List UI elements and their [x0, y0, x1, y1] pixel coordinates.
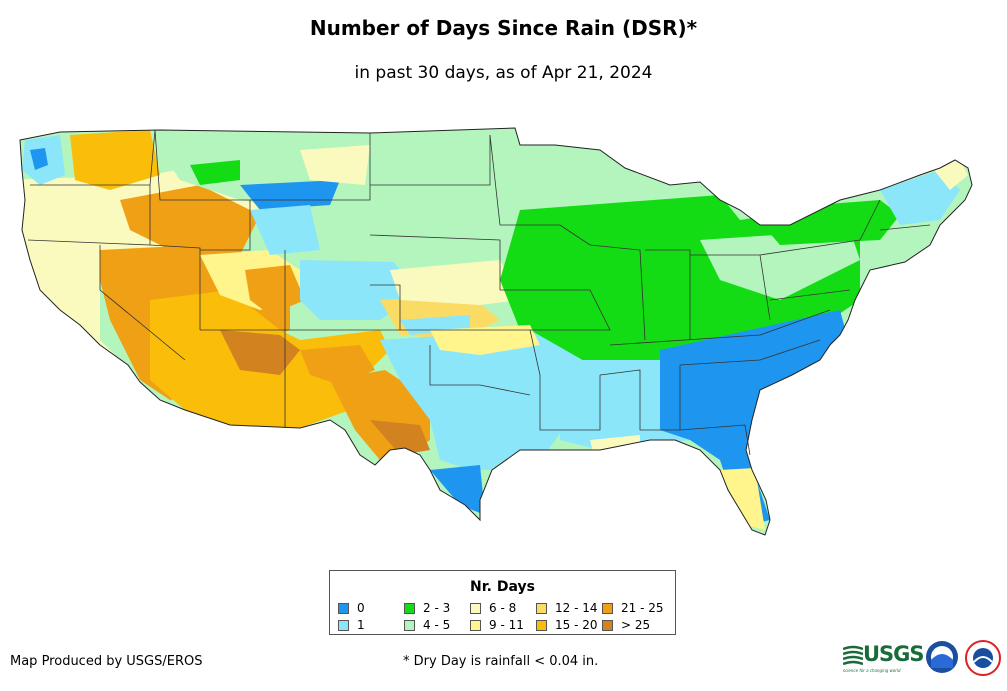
legend-label: 2 - 3: [423, 601, 451, 615]
legend-swatch: [602, 620, 613, 631]
map-title: Number of Days Since Rain (DSR)*: [309, 16, 698, 40]
legend-item: 15 - 20: [536, 618, 598, 632]
legend-label: > 25: [621, 618, 651, 632]
legend-item: 2 - 3: [404, 601, 450, 615]
legend-label: 1: [357, 618, 365, 632]
region-1-texas: [380, 330, 600, 470]
legend-label: 4 - 5: [423, 618, 451, 632]
legend-item: 4 - 5: [404, 618, 450, 632]
state-boundaries: [27, 129, 931, 456]
mn-border: [489, 134, 591, 246]
region-over-25-texas: [370, 420, 430, 455]
region-9-11-oklahoma: [430, 325, 540, 355]
legend-swatch: [404, 603, 415, 614]
legend-label: 12 - 14: [555, 601, 598, 615]
mt-wy-border: [250, 133, 371, 201]
region-0-montana: [240, 180, 340, 210]
region-6-8-montana: [300, 145, 370, 185]
usgs-stripes-icon: [843, 645, 863, 665]
sd-ne-border: [369, 234, 501, 290]
legend-swatch: [338, 620, 349, 631]
ar-la-border: [529, 329, 601, 431]
noaa-logo-icon: [926, 641, 958, 673]
us-outline: [19, 127, 973, 536]
legend-item: 9 - 11: [470, 618, 524, 632]
credit-text: Map Produced by USGS/EROS: [10, 654, 203, 669]
region-1-wyoming: [250, 205, 320, 255]
tx-ok-border: [429, 345, 531, 396]
legend-title: Nr. Days: [470, 579, 535, 595]
region-over-25-arizona: [220, 330, 300, 375]
ca-nv-border: [99, 245, 186, 361]
nws-logo-icon: [965, 640, 1001, 676]
ne-ks-ok-border: [370, 284, 530, 331]
map-legend: Nr. Days 0 1 2 - 3 4 - 5 6 - 8 9 - 11 12 - 14 1…: [329, 570, 676, 635]
legend-swatch: [470, 620, 481, 631]
legend-item: 6 - 8: [470, 601, 516, 615]
agency-logos: USGS science for a changing world: [843, 640, 1003, 680]
legend-swatch: [338, 603, 349, 614]
region-0-washington: [30, 148, 48, 170]
region-1-south: [560, 360, 690, 450]
legend-label: 6 - 8: [489, 601, 517, 615]
usgs-logo: USGS science for a changing world: [843, 642, 925, 673]
region-21-25-colorado: [245, 265, 305, 315]
nd-sd-border: [370, 135, 491, 186]
footnote-text: * Dry Day is rainfall < 0.04 in.: [403, 654, 599, 669]
legend-label: 21 - 25: [621, 601, 664, 615]
legend-label: 9 - 11: [489, 618, 524, 632]
ny-pa-border: [759, 199, 881, 256]
usgs-tagline: science for a changing world: [843, 668, 901, 673]
legend-swatch: [404, 620, 415, 631]
il-border: [589, 244, 646, 341]
nv-ut-border: [149, 244, 201, 330]
legend-swatch: [602, 603, 613, 614]
legend-label: 0: [357, 601, 365, 615]
legend-swatch: [470, 603, 481, 614]
legend-label: 15 - 20: [555, 618, 598, 632]
new-england-border: [879, 224, 931, 231]
nc-sc-ga-border: [679, 339, 821, 366]
md-va-border: [769, 289, 851, 301]
region-4-5-ohio-valley: [700, 230, 860, 300]
region-6-8-nebraska: [390, 260, 520, 305]
legend-item: 12 - 14: [536, 601, 598, 615]
legend-item: 21 - 25: [602, 601, 664, 615]
region-2-3-montana: [190, 160, 240, 185]
legend-swatch: [536, 603, 547, 614]
region-1-newengland: [880, 170, 960, 225]
ms-al-border: [599, 365, 681, 431]
map-subtitle: in past 30 days, as of Apr 21, 2024: [354, 63, 653, 83]
region-9-11-florida: [720, 468, 765, 530]
region-21-25-idaho: [120, 185, 260, 255]
region-21-25-newmexico: [300, 345, 375, 385]
region-1-colorado: [300, 260, 410, 320]
legend-item: > 25: [602, 618, 650, 632]
legend-item: 1: [338, 618, 365, 632]
legend-item: 0: [338, 601, 365, 615]
region-15-20-pnw: [70, 130, 160, 190]
in-border: [645, 249, 691, 340]
co-borders: [284, 250, 400, 331]
usgs-wordmark: USGS: [863, 642, 925, 666]
mo-border: [500, 289, 611, 331]
ky-tn-border: [609, 309, 831, 346]
fl-border: [679, 424, 751, 456]
legend-swatch: [536, 620, 547, 631]
region-0-south-texas: [430, 465, 485, 515]
